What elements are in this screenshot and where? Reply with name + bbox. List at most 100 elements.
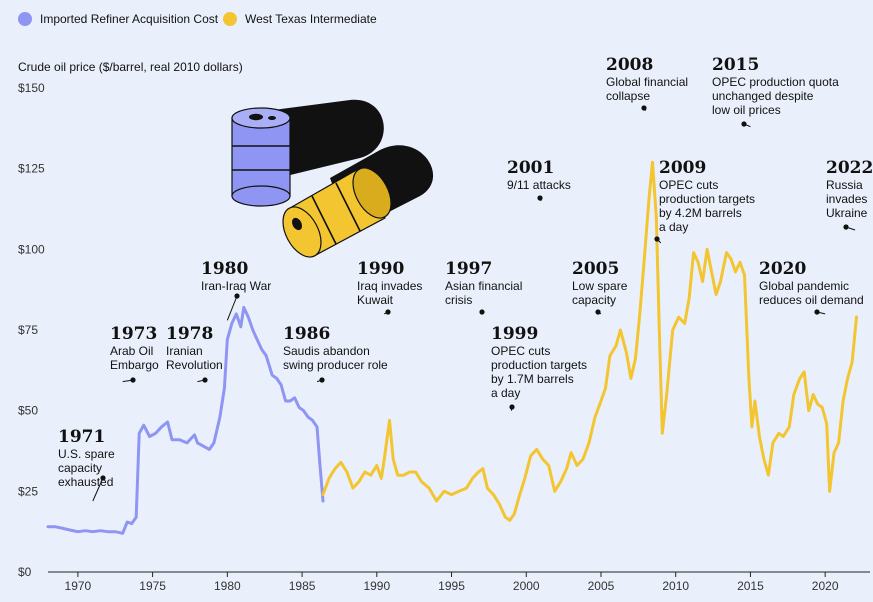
x-tick-label: 2010 [662,579,689,593]
blue-barrel-icon [231,107,291,207]
series [46,160,858,535]
annotation-text: Saudis abandon [283,344,370,358]
x-tick-label: 1985 [289,579,316,593]
blue-barrel-body [231,117,291,197]
annotation-text: swing producer role [283,358,388,372]
y-tick-label: $125 [18,162,45,176]
annotation-dot [130,377,136,383]
oil-barrels-illustration [231,99,434,258]
yellow-barrel-cap [291,217,303,231]
annotation-text: Revolution [166,358,223,372]
annotation-text: a day [491,386,520,400]
annotation-text: Global financial [606,75,688,89]
x-tick-label: 2020 [812,579,839,593]
annotation-text: collapse [606,89,650,103]
annotation-dot [537,195,543,201]
annotation-text: Embargo [110,358,159,372]
annotation-dot [814,309,820,315]
annotation-text: U.S. spare [58,447,115,461]
yellow-barrel-ring-2 [335,182,361,232]
annotation-dot [595,309,601,315]
x-tick-label: 1995 [438,579,465,593]
annotation-text: Iranian [166,344,203,358]
x-tick-label: 1970 [65,579,92,593]
x-tick-label: 1975 [139,579,166,593]
annotation-year: 2009 [659,158,706,178]
annotation-text: by 1.7M barrels [491,372,574,386]
annotation-text: Asian financial [445,279,522,293]
annotation-text: Russia [826,178,863,192]
annotation-text: Arab Oil [110,344,153,358]
annotation-text: Iran-Iraq War [201,279,271,293]
annotation-dot [234,293,240,299]
annotation-dot [479,309,485,315]
legend-label-irac: Imported Refiner Acquisition Cost [40,12,219,26]
annotation-text: OPEC production quota [712,75,839,89]
x-tick-label: 2000 [513,579,540,593]
annotation-year: 2008 [606,55,653,75]
x-tick-label: 1990 [363,579,390,593]
annotation-text: reduces oil demand [759,293,864,307]
annotation-dot [843,224,849,230]
x-tick-label: 2015 [737,579,764,593]
annotation-text: crisis [445,293,472,307]
annotation-dot [741,121,747,127]
annotation-text: production targets [491,358,587,372]
y-tick-label: $150 [18,81,45,95]
annotation-text: 9/11 attacks [507,178,571,192]
legend-marker-irac [18,12,32,26]
y-tick-label: $100 [18,242,45,256]
y-tick-label: $75 [18,323,38,337]
annotation-leader [226,295,238,321]
annotation-year: 2022 [826,158,873,178]
yellow-barrel-front-end [282,206,322,258]
x-ticks: 1970 1975 1980 1985 1990 1995 2000 2005 2010 2015… [65,572,839,593]
annotation-year: 1990 [357,259,404,279]
annotation-text: OPEC cuts [659,178,718,192]
y-tick-label: $50 [18,404,38,418]
y-tick-label: $0 [18,565,32,579]
annotation-year: 1997 [445,259,492,279]
x-tick-label: 2005 [588,579,615,593]
annotation-text: OPEC cuts [491,344,550,358]
series-line-wti [321,160,858,522]
legend-label-wti: West Texas Intermediate [245,12,377,26]
annotation-dot [641,105,647,111]
annotation-year: 1999 [491,324,538,344]
blue-barrel-vent [268,116,276,120]
annotation-text: by 4.2M barrels [659,206,742,220]
annotation-dot [319,377,325,383]
blue-barrel-cap [249,113,263,121]
legend-marker-wti [223,12,237,26]
annotation-year: 1986 [283,324,330,344]
x-tick-label: 1980 [214,579,241,593]
annotation-year: 1971 [58,427,105,447]
yellow-barrel-icon [282,167,392,258]
annotation-year: 1978 [166,324,213,344]
y-axis-title: Crude oil price ($/barrel, real 2010 dol… [18,60,243,74]
annotation-text: capacity [572,293,616,307]
annotation-dot [509,404,515,410]
y-tick-label: $25 [18,484,38,498]
annotation-text: unchanged despite [712,89,814,103]
annotation-text: Kuwait [357,293,394,307]
annotation-text: Global pandemic [759,279,849,293]
annotation-text: Iraq invades [357,279,422,293]
y-ticks: $0 $25 $50 $75 $100 $125 $150 [18,81,870,579]
annotation-text: production targets [659,192,755,206]
